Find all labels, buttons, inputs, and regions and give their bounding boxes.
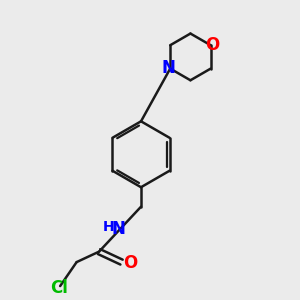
Text: H: H [103,220,115,234]
Text: O: O [123,254,137,272]
Text: N: N [112,220,125,238]
Text: Cl: Cl [50,280,68,298]
Text: N: N [161,59,175,77]
Text: O: O [205,36,219,54]
